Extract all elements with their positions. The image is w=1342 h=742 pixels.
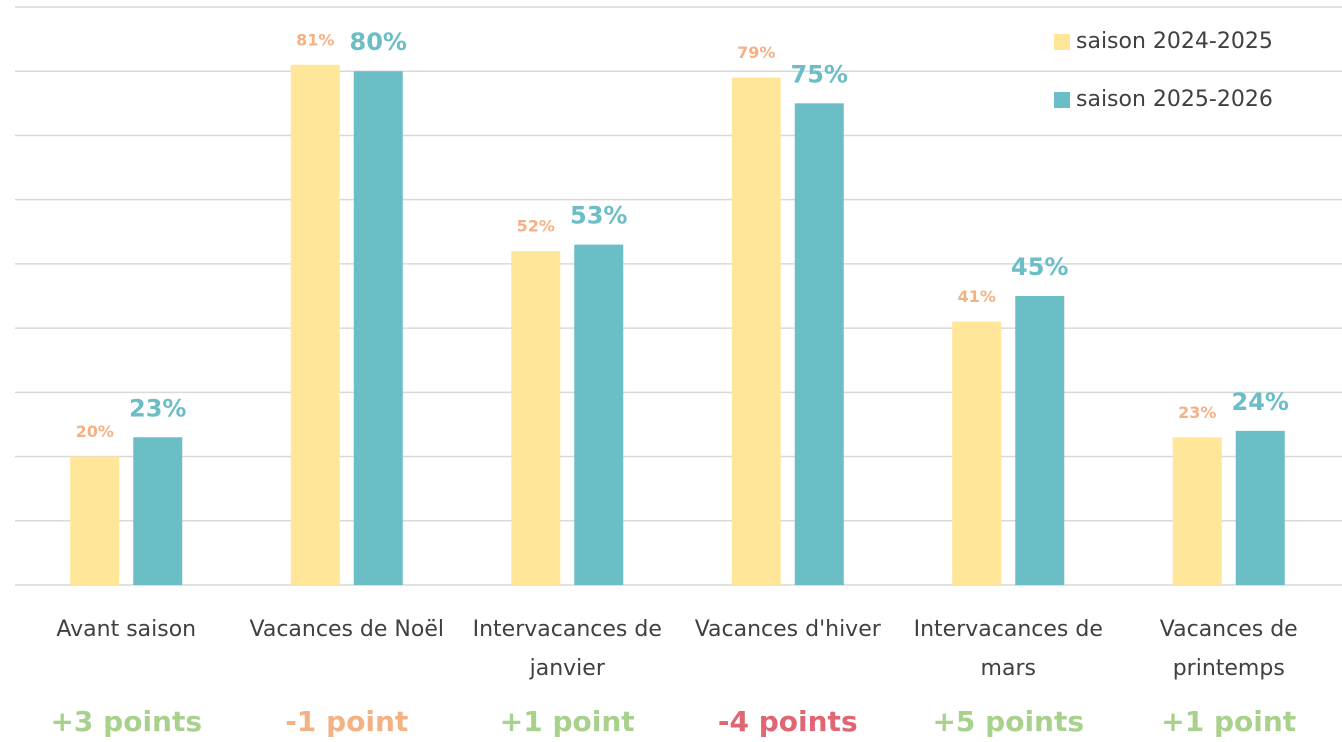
x-tick-label: Vacances de printemps <box>1159 617 1298 681</box>
bar <box>353 71 403 585</box>
data-label: 41% <box>958 287 996 306</box>
bar <box>794 103 844 585</box>
x-tick-label: Vacances d'hiver <box>694 617 881 642</box>
annotation: -1 point <box>285 705 409 738</box>
bar <box>574 244 624 585</box>
annotation: +5 points <box>932 705 1085 738</box>
bar <box>952 321 1002 585</box>
bar <box>1235 430 1285 585</box>
annotation: +3 points <box>50 705 203 738</box>
annotation: -4 points <box>717 705 858 738</box>
bar <box>1015 296 1065 585</box>
bar <box>731 77 781 586</box>
legend-label: saison 2025-2026 <box>1076 87 1273 112</box>
data-label: 23% <box>1178 403 1216 422</box>
bar <box>511 251 561 586</box>
data-label: 53% <box>570 202 627 230</box>
x-tick-label: Vacances de Noël <box>249 617 445 642</box>
bar <box>290 64 340 586</box>
bar <box>133 437 183 585</box>
data-label: 20% <box>76 422 114 441</box>
legend-swatch <box>1054 34 1070 50</box>
data-label: 75% <box>791 60 848 88</box>
data-label: 80% <box>350 28 407 56</box>
data-label: 45% <box>1011 253 1068 281</box>
x-tick-label: Intervacances de janvier <box>472 617 662 681</box>
data-label: 52% <box>517 217 555 236</box>
annotation: +1 point <box>499 705 635 738</box>
x-tick-label: Intervacances de mars <box>913 617 1103 681</box>
legend-label: saison 2024-2025 <box>1076 29 1273 54</box>
bar <box>1172 437 1222 585</box>
annotation: +1 point <box>1161 705 1297 738</box>
x-tick-label: Avant saison <box>56 617 197 642</box>
data-label: 81% <box>296 30 334 49</box>
data-label: 23% <box>129 394 186 422</box>
legend-swatch <box>1054 92 1070 108</box>
data-label: 79% <box>737 43 775 62</box>
bar <box>70 456 120 585</box>
data-label: 24% <box>1232 388 1289 416</box>
